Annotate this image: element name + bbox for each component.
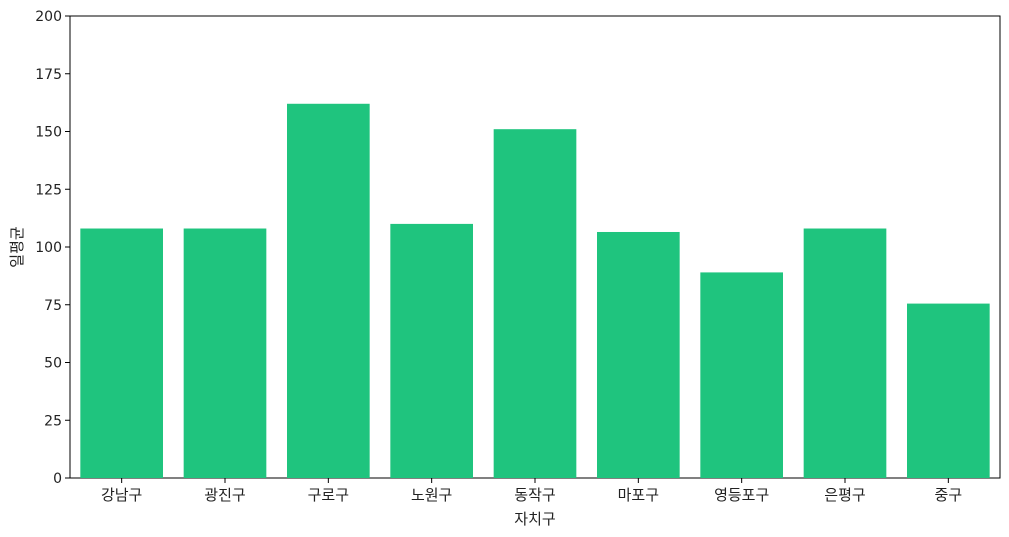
bar bbox=[183, 228, 267, 478]
bar bbox=[390, 223, 473, 478]
y-tick-label: 150 bbox=[35, 125, 62, 141]
x-tick-label: 마포구 bbox=[618, 486, 659, 504]
y-tick-label: 100 bbox=[35, 240, 62, 256]
bars bbox=[80, 103, 990, 478]
x-tick-label: 광진구 bbox=[204, 486, 245, 504]
y-tick-label: 50 bbox=[44, 356, 62, 372]
x-axis-title: 자치구 bbox=[514, 510, 555, 528]
bar bbox=[907, 303, 990, 478]
x-tick-label: 동작구 bbox=[514, 486, 555, 504]
bar bbox=[287, 103, 370, 478]
bar bbox=[80, 228, 163, 478]
x-tick-label: 영등포구 bbox=[714, 486, 769, 504]
y-tick-label: 200 bbox=[35, 9, 62, 25]
x-tick-label: 강남구 bbox=[101, 486, 142, 504]
y-tick-label: 25 bbox=[44, 413, 62, 429]
y-tick-label: 175 bbox=[35, 67, 62, 83]
x-tick-label: 구로구 bbox=[308, 486, 349, 504]
y-tick-label: 75 bbox=[44, 298, 62, 314]
y-tick-label: 125 bbox=[35, 182, 62, 198]
y-axis-title: 일평균 bbox=[8, 226, 26, 268]
x-tick-label: 은평구 bbox=[824, 486, 865, 504]
bar bbox=[700, 272, 783, 478]
x-axis: 강남구 광진구 구로구 노원구 동작구 마포구 영등포구 은평구 중구 bbox=[101, 478, 962, 504]
y-axis: 0 25 50 75 100 125 150 175 200 bbox=[35, 9, 70, 487]
bar bbox=[493, 129, 577, 478]
x-tick-label: 노원구 bbox=[411, 486, 452, 504]
x-tick-label: 중구 bbox=[935, 486, 963, 504]
y-tick-label: 0 bbox=[53, 471, 62, 487]
bar bbox=[597, 231, 680, 478]
bar bbox=[803, 228, 887, 478]
